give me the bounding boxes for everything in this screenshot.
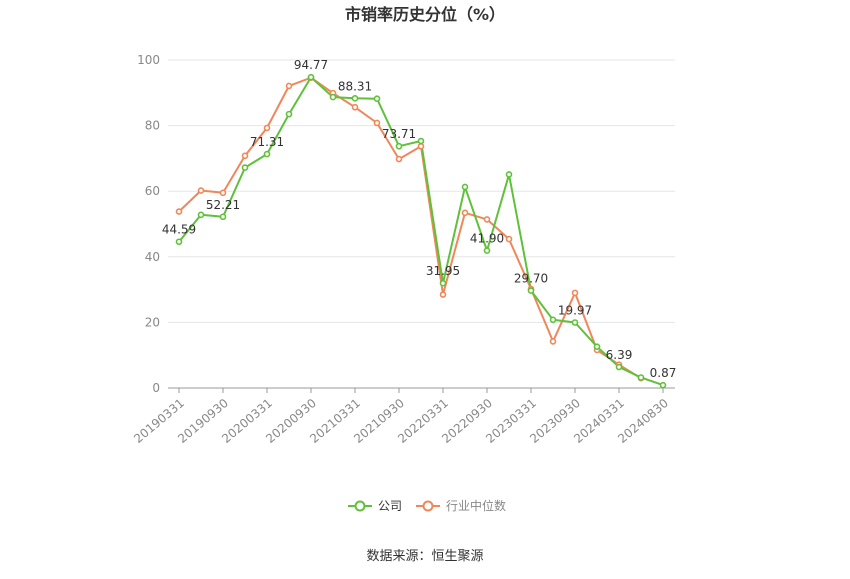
legend-swatch-marker bbox=[354, 500, 366, 512]
data-point bbox=[197, 187, 205, 194]
data-point bbox=[263, 124, 271, 132]
data-point bbox=[615, 363, 623, 371]
y-tick-label: 0 bbox=[152, 381, 160, 395]
data-point bbox=[351, 103, 359, 111]
data-point bbox=[329, 93, 337, 101]
data-point bbox=[307, 73, 315, 81]
data-point bbox=[219, 213, 227, 221]
grid-lines bbox=[168, 59, 675, 389]
data-point bbox=[395, 142, 403, 150]
data-label: 44.59 bbox=[162, 223, 196, 237]
data-point bbox=[351, 95, 359, 102]
y-tick-label: 100 bbox=[137, 53, 160, 67]
legend: 公司 行业中位数 bbox=[348, 498, 506, 513]
data-label: 31.95 bbox=[426, 264, 460, 278]
data-label: 73.71 bbox=[382, 127, 416, 141]
data-point bbox=[263, 150, 271, 158]
data-point bbox=[417, 137, 425, 145]
data-label: 52.21 bbox=[206, 198, 240, 212]
data-point bbox=[373, 119, 381, 127]
data-point bbox=[395, 155, 403, 163]
data-point bbox=[505, 171, 513, 178]
data-label: 19.97 bbox=[558, 303, 592, 317]
legend-item-1: 行业中位数 bbox=[416, 498, 506, 513]
data-point bbox=[439, 291, 447, 298]
series-line-1 bbox=[178, 76, 642, 380]
data-label: 29.70 bbox=[514, 272, 548, 286]
data-point bbox=[219, 189, 227, 197]
series-lines bbox=[178, 76, 664, 387]
data-point bbox=[461, 183, 469, 191]
data-point bbox=[527, 287, 535, 294]
data-point bbox=[505, 235, 513, 243]
data-point bbox=[571, 319, 579, 326]
data-point bbox=[549, 316, 557, 324]
data-point bbox=[241, 152, 249, 160]
data-point bbox=[571, 289, 579, 297]
series-points bbox=[175, 73, 667, 389]
data-point bbox=[461, 209, 469, 217]
data-label: 6.39 bbox=[606, 348, 633, 362]
legend-item-0: 公司 bbox=[348, 499, 402, 513]
data-labels: 44.59 52.21 71.31 94.77 88.31 73.71 31.95 41.90… bbox=[162, 58, 677, 380]
data-point bbox=[417, 142, 425, 150]
y-tick-label: 20 bbox=[145, 315, 160, 329]
source-note: 数据来源：恒生聚源 bbox=[366, 549, 483, 564]
data-point bbox=[241, 164, 249, 171]
data-point bbox=[549, 338, 557, 345]
data-point bbox=[175, 238, 183, 246]
data-label: 88.31 bbox=[338, 79, 372, 93]
data-label: 41.90 bbox=[470, 232, 504, 246]
data-label: 94.77 bbox=[294, 58, 328, 72]
y-tick-label: 60 bbox=[145, 184, 160, 198]
data-point bbox=[197, 211, 205, 219]
data-point bbox=[483, 216, 491, 223]
y-axis: 0 20 40 60 80 100 bbox=[137, 53, 160, 395]
data-point bbox=[373, 95, 381, 103]
data-point bbox=[637, 374, 645, 381]
series-line-0 bbox=[178, 76, 664, 387]
legend-label: 公司 bbox=[378, 499, 402, 513]
data-point bbox=[285, 110, 293, 118]
data-point bbox=[483, 247, 491, 254]
chart-title: 市销率历史分位（%） bbox=[345, 5, 505, 24]
data-point bbox=[175, 208, 183, 215]
y-tick-label: 80 bbox=[145, 119, 160, 133]
legend-swatch-marker bbox=[422, 500, 434, 512]
data-point bbox=[439, 279, 447, 287]
x-axis: 2019033120190930202003312020093020210331… bbox=[131, 387, 675, 446]
data-point bbox=[659, 381, 667, 389]
legend-label: 行业中位数 bbox=[446, 498, 506, 513]
data-point bbox=[593, 343, 601, 350]
y-tick-label: 40 bbox=[145, 250, 160, 264]
data-point bbox=[285, 82, 293, 90]
data-label: 0.87 bbox=[650, 366, 677, 380]
data-label: 71.31 bbox=[250, 135, 284, 149]
